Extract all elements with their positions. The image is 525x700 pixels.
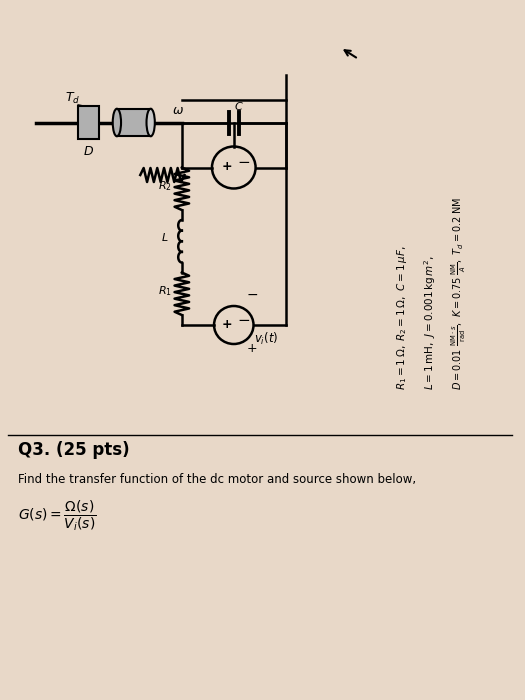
Text: +: +: [221, 318, 232, 330]
Text: $L = 1\,\mathrm{mH},\ J = 0.001\,\mathrm{kg}\,m^2,$: $L = 1\,\mathrm{mH},\ J = 0.001\,\mathrm…: [422, 256, 438, 390]
Text: $D = 0.01\ \frac{\mathrm{NM}\cdot s}{\mathrm{rad}},\ K = 0.75\ \frac{\mathrm{NM}: $D = 0.01\ \frac{\mathrm{NM}\cdot s}{\ma…: [450, 197, 468, 390]
Text: $D$: $D$: [83, 145, 94, 158]
Text: +: +: [221, 160, 232, 173]
Ellipse shape: [146, 108, 155, 136]
Text: $J$: $J$: [130, 115, 138, 130]
Bar: [117, 108, 151, 136]
Text: Find the transfer function of the dc motor and source shown below,: Find the transfer function of the dc mot…: [18, 473, 416, 486]
Text: $-$: $-$: [237, 311, 250, 326]
Text: $R_1 = 1\,\Omega,\ R_2 = 1\,\Omega,\ C = 1\,\mu F,$: $R_1 = 1\,\Omega,\ R_2 = 1\,\Omega,\ C =…: [395, 245, 409, 390]
Text: $v_i(t)$: $v_i(t)$: [254, 330, 278, 346]
Text: $+$: $+$: [246, 342, 258, 356]
Text: $R_1$: $R_1$: [158, 284, 172, 298]
Text: $R_2$: $R_2$: [158, 179, 172, 193]
Ellipse shape: [113, 108, 121, 136]
Text: $T_d$: $T_d$: [65, 90, 80, 106]
Text: Q3. (25 pts): Q3. (25 pts): [18, 441, 130, 459]
Text: $-$: $-$: [246, 286, 258, 300]
Text: $\omega$: $\omega$: [173, 104, 184, 116]
Bar: [78, 106, 99, 139]
Text: $L$: $L$: [162, 231, 169, 243]
Text: $-$: $-$: [237, 153, 250, 168]
Text: $C$: $C$: [234, 101, 244, 113]
Text: $G(s) = \dfrac{\Omega(s)}{V_i(s)}$: $G(s) = \dfrac{\Omega(s)}{V_i(s)}$: [18, 498, 97, 533]
